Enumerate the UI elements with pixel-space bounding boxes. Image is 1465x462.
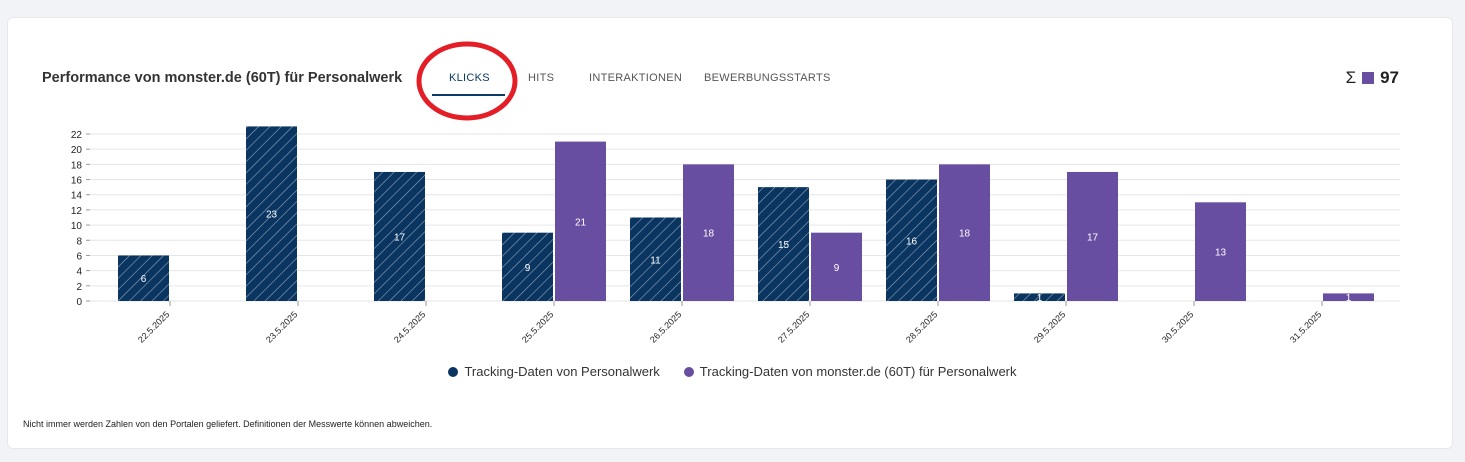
y-tick-label: 12 <box>71 206 83 217</box>
x-tick-label: 23.5.2025 <box>264 309 299 344</box>
total-swatch <box>1362 72 1375 84</box>
y-tick-label: 0 <box>76 297 82 308</box>
y-tick-label: 10 <box>71 221 83 232</box>
tab-bewerbungsstarts[interactable]: BEWERBUNGSSTARTS <box>704 72 831 84</box>
bar-chart: 0 2 4 6 8 10 12 14 16 18 20 22 22.5.2025 6 23.5.2025 23… <box>71 126 1400 345</box>
x-tick-label: 22.5.2025 <box>136 309 171 344</box>
sum-icon: Σ <box>1345 68 1357 87</box>
bar-value-label: 11 <box>650 255 661 266</box>
x-tick-label: 25.5.2025 <box>520 309 555 344</box>
x-tick-label: 27.5.2025 <box>776 309 811 344</box>
legend-label: Tracking-Daten von monster.de (60T) für … <box>699 364 1017 379</box>
x-tick-label: 31.5.2025 <box>1288 309 1323 344</box>
bar <box>939 164 990 301</box>
bar-value-label: 23 <box>266 210 278 221</box>
tab-interaktionen[interactable]: INTERAKTIONEN <box>589 72 683 84</box>
bar <box>374 171 425 301</box>
tab-hits[interactable]: HITS <box>528 72 555 84</box>
bar <box>502 232 553 301</box>
bar <box>1067 171 1118 301</box>
bar-value-label: 1 <box>1346 293 1352 304</box>
active-tab-indicator <box>432 94 505 96</box>
bar-value-label: 9 <box>525 263 531 274</box>
y-tick-label: 20 <box>71 145 83 156</box>
legend-dot <box>683 366 694 377</box>
bar <box>811 232 862 301</box>
footnote: Nicht immer werden Zahlen von den Portal… <box>23 419 433 429</box>
y-tick-label: 14 <box>71 191 83 202</box>
x-tick-label: 29.5.2025 <box>1032 309 1067 344</box>
y-tick-label: 2 <box>76 282 82 293</box>
bar-value-label: 15 <box>778 240 790 251</box>
bar-value-label: 9 <box>834 263 840 274</box>
bar-value-label: 21 <box>575 217 587 228</box>
bar <box>118 255 169 301</box>
legend-label: Tracking-Daten von Personalwerk <box>464 364 660 379</box>
chart-legend: Tracking-Daten von Personalwerk Tracking… <box>0 364 1465 379</box>
bar <box>555 141 606 301</box>
bar <box>246 126 297 301</box>
bar-value-label: 18 <box>959 229 971 240</box>
y-tick-label: 22 <box>71 130 83 141</box>
legend-item-portal[interactable]: Tracking-Daten von monster.de (60T) für … <box>683 364 1017 379</box>
legend-dot <box>448 366 459 377</box>
bar-value-label: 17 <box>394 232 406 243</box>
y-tick-label: 8 <box>76 236 82 247</box>
bar-value-label: 1 <box>1037 293 1043 304</box>
bar-value-label: 6 <box>141 274 147 285</box>
bar-value-label: 13 <box>1215 248 1227 259</box>
y-tick-label: 4 <box>76 267 82 278</box>
bar-value-label: 17 <box>1087 232 1099 243</box>
x-tick-label: 26.5.2025 <box>648 309 683 344</box>
bar-value-label: 16 <box>906 236 918 247</box>
x-tick-label: 30.5.2025 <box>1160 309 1195 344</box>
bar-value-label: 18 <box>703 229 715 240</box>
bar <box>1323 293 1374 301</box>
total-count: Σ 97 <box>1346 68 1399 88</box>
bar <box>1014 293 1065 301</box>
y-tick-label: 18 <box>71 160 83 171</box>
y-tick-label: 16 <box>71 176 83 187</box>
page-title: Performance von monster.de (60T) für Per… <box>42 70 403 86</box>
bar <box>630 217 681 301</box>
total-value: 97 <box>1380 68 1399 87</box>
y-tick-label: 6 <box>76 251 82 262</box>
x-tick-label: 28.5.2025 <box>904 309 939 344</box>
legend-item-tracking[interactable]: Tracking-Daten von Personalwerk <box>448 364 660 379</box>
annotation-circle <box>416 41 518 121</box>
bar <box>1195 202 1246 301</box>
x-tick-label: 24.5.2025 <box>392 309 427 344</box>
bar <box>758 187 809 301</box>
bar <box>886 179 937 301</box>
tab-klicks[interactable]: KLICKS <box>449 72 490 84</box>
bar <box>683 164 734 301</box>
